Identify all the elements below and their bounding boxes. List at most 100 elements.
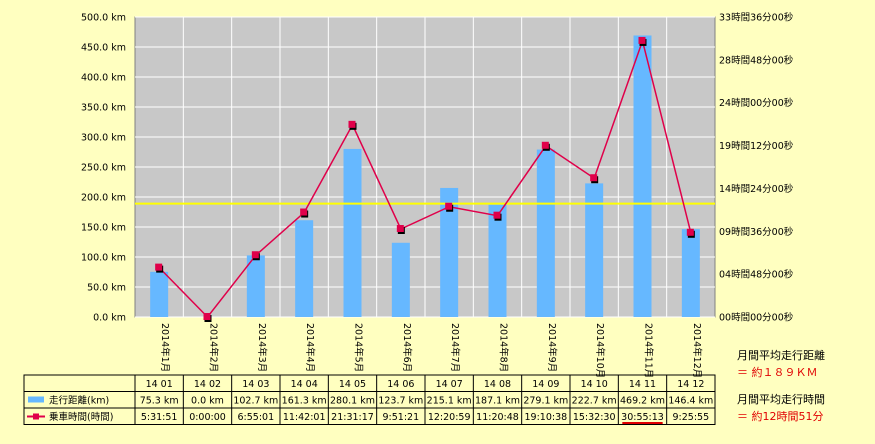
distance-bar — [488, 204, 507, 317]
left-axis-tick-label: 350.0 km — [81, 103, 126, 114]
table-value-cell: 279.1 km — [523, 396, 568, 407]
distance-bar — [440, 187, 459, 317]
avg-time-value: ＝ 約12時間51分 — [737, 410, 824, 423]
left-axis-tick-labels: 0.0 km 50.0 km 100.0 km 150.0 km 200.0 km 250… — [81, 13, 126, 324]
riding-time-line — [155, 36, 695, 322]
riding-time-marker — [445, 202, 453, 210]
riding-time-marker — [251, 251, 259, 259]
table-header-cell: 14 04 — [291, 379, 318, 390]
table-value-cell: 5:31:51 — [141, 412, 178, 423]
riding-time-marker — [638, 36, 646, 44]
table-value-cell: 6:55:01 — [238, 412, 275, 423]
table-value-cell: 0.0 km — [191, 396, 224, 407]
table-value-cell: 187.1 km — [475, 396, 520, 407]
left-axis-tick-label: 300.0 km — [81, 133, 126, 144]
left-axis-tick-label: 200.0 km — [81, 193, 126, 204]
table-value-cell: 0:00:00 — [189, 412, 226, 423]
legend-swatch-bar — [28, 396, 44, 403]
left-axis-tick-label: 500.0 km — [81, 13, 126, 24]
table-value-cell: 161.3 km — [282, 396, 327, 407]
right-axis-tick-label: 28時間48分00秒 — [719, 54, 794, 66]
table-header-cell: 14 11 — [629, 379, 656, 390]
category-label: 2014年4月 — [304, 323, 316, 372]
riding-time-marker — [155, 263, 163, 271]
category-label: 2014年8月 — [498, 323, 510, 372]
left-axis-tick-label: 250.0 km — [81, 163, 126, 174]
table-value-cell: 222.7 km — [572, 396, 617, 407]
table-value-cell: 123.7 km — [378, 396, 423, 407]
table-header-cell: 14 08 — [484, 379, 511, 390]
riding-time-marker — [300, 208, 308, 216]
table-header-cell: 14 01 — [146, 379, 173, 390]
distance-bars — [150, 35, 700, 317]
table-value-cell: 9:51:21 — [383, 412, 420, 423]
distance-bar — [681, 229, 700, 317]
table-value-cell: 146.4 km — [668, 396, 713, 407]
category-label: 2014年5月 — [353, 323, 365, 372]
table-value-cell: 469.2 km — [620, 396, 665, 407]
distance-bar — [536, 149, 555, 317]
table-value-cell: 19:10:38 — [524, 412, 567, 423]
category-labels: 2014年1月 2014年2月 2014年3月 2014年4月 2014年5月 2014年… — [159, 323, 703, 378]
table-value-cell: 102.7 km — [233, 396, 278, 407]
category-label: 2014年9月 — [546, 323, 558, 372]
category-label: 2014年2月 — [208, 323, 220, 372]
riding-time-marker — [590, 174, 598, 182]
right-axis-tick-label: 24時間00分00秒 — [719, 97, 794, 109]
table-header-cell: 14 03 — [242, 379, 269, 390]
right-axis-tick-label: 09時間36分00秒 — [719, 226, 794, 238]
table-header-cell: 14 05 — [339, 379, 366, 390]
avg-time-title: 月間平均走行時間 — [737, 393, 825, 406]
table-value-cell: 12:20:59 — [428, 412, 471, 423]
riding-time-polyline — [158, 38, 692, 319]
table-value-cell: 215.1 km — [427, 396, 472, 407]
table-header-cell: 14 12 — [677, 379, 704, 390]
riding-time-marker — [348, 120, 356, 128]
avg-distance-title: 月間平均走行距離 — [737, 349, 825, 362]
category-label: 2014年11月 — [643, 323, 655, 378]
riding-time-marker — [686, 228, 694, 236]
category-label: 2014年12月 — [691, 323, 703, 378]
table-value-cell: 11:20:48 — [476, 412, 519, 423]
category-label: 2014年10月 — [594, 323, 606, 378]
avg-distance-value: ＝ 約１８９ＫＭ — [737, 366, 818, 379]
right-axis-tick-label: 33時間36分00秒 — [719, 12, 794, 24]
right-axis-tick-label: 19時間12分00秒 — [719, 140, 794, 152]
table-header-cell: 14 06 — [387, 379, 414, 390]
left-axis-tick-label: 50.0 km — [87, 283, 126, 294]
grid-lines — [135, 16, 715, 318]
legend-label: 乗車時間(時間) — [49, 411, 113, 423]
table-value-cell: 75.3 km — [140, 396, 179, 407]
table-value-cell: 11:42:01 — [283, 412, 326, 423]
category-label: 2014年6月 — [401, 323, 413, 372]
left-axis-tick-label: 150.0 km — [81, 223, 126, 234]
table-header-cell: 14 10 — [581, 379, 608, 390]
riding-time-marker — [396, 225, 404, 233]
category-label: 2014年3月 — [256, 323, 268, 372]
distance-bar — [246, 255, 265, 317]
table-value-cell: 30:55:13 — [621, 412, 664, 423]
riding-time-marker — [493, 211, 501, 219]
left-axis-tick-label: 100.0 km — [81, 253, 126, 264]
right-axis-tick-label: 14時間24分00秒 — [719, 183, 794, 195]
legend-swatch-marker — [33, 413, 39, 420]
table-header-cell: 14 07 — [436, 379, 463, 390]
right-axis-tick-labels: 00時間00分00秒 04時間48分00秒 09時間36分00秒 14時間24分00秒… — [719, 12, 794, 324]
distance-bar — [295, 220, 314, 317]
distance-bar — [633, 35, 652, 317]
table-value-cell: 9:25:55 — [673, 412, 710, 423]
riding-time-marker — [541, 141, 549, 149]
left-axis-tick-label: 450.0 km — [81, 43, 126, 54]
distance-bar — [391, 242, 410, 317]
table-value-cell: 15:32:30 — [573, 412, 616, 423]
right-axis-tick-label: 04時間48分00秒 — [719, 269, 794, 281]
data-table: 14 01 14 02 14 03 14 04 14 05 14 06 14 07 14 08… — [23, 374, 716, 425]
legend-label: 走行距離(km) — [49, 395, 109, 407]
category-label: 2014年7月 — [449, 323, 461, 372]
left-axis-tick-label: 400.0 km — [81, 73, 126, 84]
riding-time-marker — [203, 313, 211, 320]
distance-bar — [585, 183, 604, 317]
distance-bar — [343, 148, 362, 317]
table-header-cell: 14 09 — [532, 379, 559, 390]
